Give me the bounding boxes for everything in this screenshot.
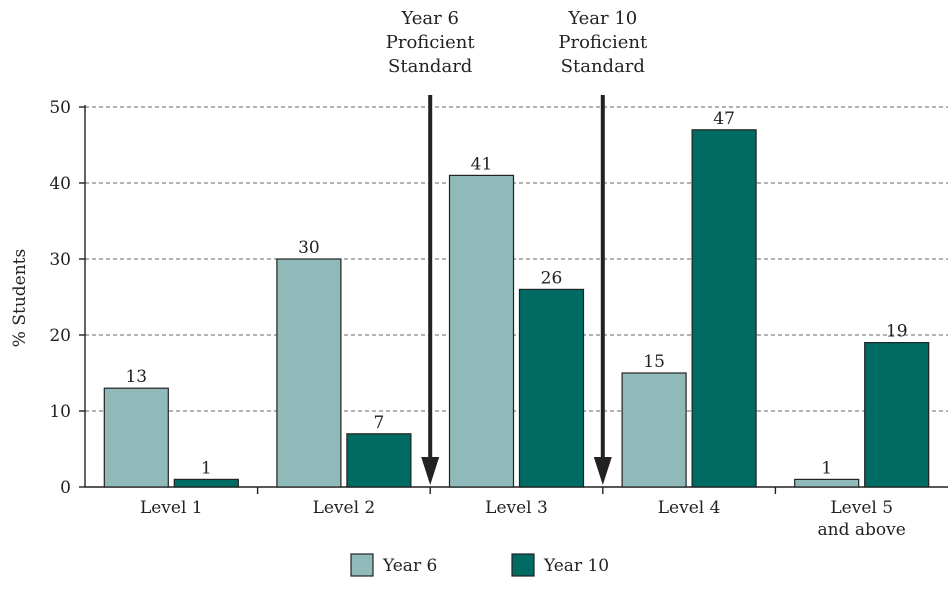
bar — [276, 258, 342, 488]
data-label: 30 — [298, 238, 320, 258]
y-tick-label: 10 — [49, 402, 71, 422]
bar — [346, 433, 412, 488]
y-tick-label: 40 — [49, 174, 71, 194]
proficiency-label-line: Proficient — [558, 32, 648, 53]
legend-swatch — [350, 553, 374, 577]
x-tick-label: Level 3 — [485, 498, 548, 518]
x-tick-label: Level 4 — [658, 498, 721, 518]
arrow-head — [421, 457, 440, 485]
y-tick-label: 50 — [49, 98, 71, 118]
x-tick-label: Level 2 — [313, 498, 376, 518]
y-tick-label: 30 — [49, 250, 71, 270]
y-axis-label: % Students — [10, 249, 30, 347]
proficiency-label-line: Year 6 — [400, 8, 458, 29]
bars — [103, 129, 930, 488]
legend-swatch — [511, 553, 535, 577]
bar — [864, 342, 930, 488]
bar — [103, 387, 169, 488]
legend-label: Year 6 — [382, 556, 437, 576]
x-tick-label: Level 1 — [140, 498, 203, 518]
x-tick-label-line: Level 5 — [830, 498, 893, 518]
x-tick-label-line: and above — [818, 520, 906, 540]
data-label: 13 — [125, 367, 147, 387]
y-tick-label: 20 — [49, 326, 71, 346]
data-label: 1 — [821, 458, 832, 478]
data-label: 7 — [373, 413, 384, 433]
data-label: 19 — [886, 322, 908, 342]
proficiency-label-line: Standard — [561, 56, 645, 77]
x-tick-label-line: Level 2 — [313, 498, 376, 518]
proficiency-label: Year 6 Proficient Standard — [386, 8, 476, 77]
x-tick-label-line: Level 1 — [140, 498, 203, 518]
arrow-head — [593, 457, 612, 485]
bar — [621, 372, 687, 488]
bar — [691, 129, 757, 488]
data-label: 41 — [471, 154, 493, 174]
proficiency-label-line: Proficient — [386, 32, 476, 53]
legend: Year 6 Year 10 — [350, 553, 609, 577]
x-tick-label-line: Level 3 — [485, 498, 548, 518]
gridlines — [85, 106, 948, 412]
data-label: 1 — [201, 458, 212, 478]
x-tick-label: Level 5 and above — [818, 498, 906, 540]
annotations: Year 6 Proficient Standard Year 10 Proficien… — [386, 8, 648, 485]
data-label: 26 — [541, 268, 563, 288]
bar — [448, 174, 515, 488]
data-label: 47 — [713, 109, 735, 129]
bar — [794, 478, 860, 488]
legend-label: Year 10 — [543, 556, 609, 576]
proficiency-label-line: Year 10 — [567, 8, 637, 29]
x-tick-label-line: Level 4 — [658, 498, 721, 518]
proficiency-label-line: Standard — [388, 56, 472, 77]
bar — [518, 288, 585, 488]
y-tick-label: 0 — [60, 478, 71, 498]
bar — [173, 478, 239, 488]
data-label: 15 — [643, 352, 665, 372]
proficiency-label: Year 10 Proficient Standard — [558, 8, 648, 77]
